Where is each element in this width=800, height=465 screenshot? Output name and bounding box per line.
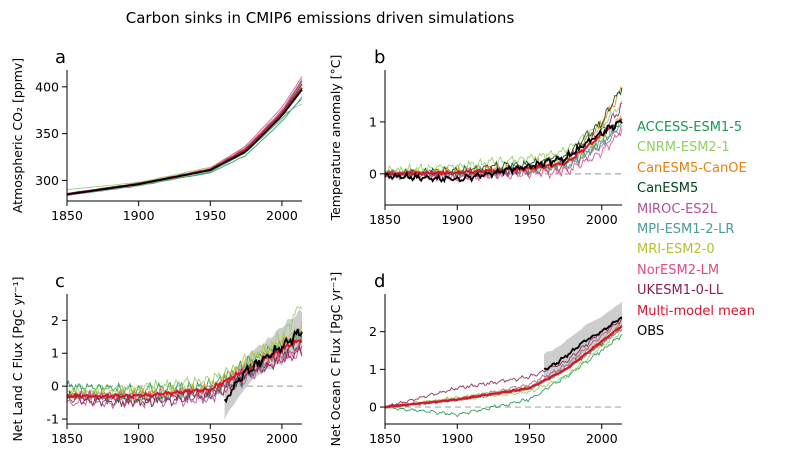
- legend: ACCESS-ESM1-5 CNRM-ESM2-1 CanESM5-CanOE Can…: [637, 118, 755, 342]
- panel-label-d: d: [374, 271, 385, 292]
- series-line: [66, 88, 303, 195]
- panel-a: a Atmospheric CO₂ [ppmv] 1850 1900 1950 2000 3…: [10, 47, 303, 223]
- panel-d: d Net Ocean C Flux [PgC yr⁻¹] 1850 1900 1950…: [328, 271, 623, 447]
- x-tick-label: 2000: [266, 208, 298, 223]
- y-axis-label: Atmospheric CO₂ [ppmv]: [10, 58, 25, 213]
- legend-item: OBS: [637, 324, 665, 340]
- obs-line: [66, 89, 303, 196]
- y-tick-label: 0: [369, 400, 377, 415]
- x-tick-label: 2000: [586, 212, 618, 227]
- y-tick-label: 350: [35, 126, 59, 141]
- x-tick-label: 1850: [369, 431, 401, 446]
- series-line: [384, 317, 623, 409]
- y-tick-label: 400: [35, 79, 59, 94]
- obs-line: [384, 120, 623, 184]
- obs-line: [223, 328, 303, 404]
- legend-item: MRI-ESM2-0: [637, 242, 715, 258]
- figure-title: Carbon sinks in CMIP6 emissions driven s…: [126, 9, 515, 27]
- y-tick-label: 0: [51, 379, 59, 394]
- series-line: [384, 87, 623, 179]
- y-tick-label: 300: [35, 173, 59, 188]
- x-tick-label: 2000: [586, 431, 618, 446]
- mean-line: [66, 87, 303, 196]
- y-axis-label: Net Land C Flux [PgC yr⁻¹]: [10, 276, 25, 441]
- y-tick-label: 1: [369, 114, 377, 129]
- series-line: [384, 102, 623, 180]
- x-tick-label: 1900: [441, 212, 473, 227]
- y-tick-label: 0: [369, 166, 377, 181]
- panel-label-b: b: [374, 47, 385, 68]
- x-tick-label: 1950: [194, 208, 226, 223]
- series-line: [66, 340, 303, 410]
- legend-item: MPI-ESM1-2-LR: [637, 222, 735, 238]
- legend-item: MIROC-ES2L: [637, 201, 718, 217]
- legend-item: CanESM5: [637, 181, 699, 197]
- legend-item: NorESM2-LM: [637, 262, 720, 278]
- y-tick-label: 2: [51, 313, 59, 328]
- series-line: [384, 100, 623, 177]
- series-line: [66, 345, 303, 408]
- x-tick-label: 1950: [194, 431, 226, 446]
- x-tick-label: 1900: [123, 431, 155, 446]
- y-axis-label: Temperature anomaly [°C]: [328, 55, 343, 222]
- panel-c: c Net Land C Flux [PgC yr⁻¹] 1850 1900 1950 2…: [10, 271, 303, 446]
- mean-line: [66, 339, 303, 400]
- mean-line: [384, 325, 623, 409]
- y-tick-label: 1: [51, 346, 59, 361]
- panel-label-a: a: [55, 47, 66, 68]
- panel-label-c: c: [55, 271, 65, 292]
- series-line: [66, 98, 303, 196]
- legend-item: CNRM-ESM2-1: [637, 140, 730, 156]
- x-tick-label: 1900: [441, 431, 473, 446]
- x-tick-label: 1950: [514, 431, 546, 446]
- y-tick-label: -1: [47, 412, 59, 427]
- x-tick-label: 1850: [51, 208, 83, 223]
- x-tick-label: 1900: [123, 208, 155, 223]
- series-line: [66, 96, 303, 194]
- panel-b: b Temperature anomaly [°C] 1850 1900 1950 200…: [328, 47, 623, 227]
- y-tick-label: 1: [369, 362, 377, 377]
- y-axis-label: Net Ocean C Flux [PgC yr⁻¹]: [328, 272, 343, 447]
- series-line: [66, 321, 303, 400]
- y-tick-label: 2: [369, 324, 377, 339]
- legend-item: ACCESS-ESM1-5: [637, 120, 743, 135]
- x-tick-label: 2000: [266, 431, 298, 446]
- legend-item: UKESM1-0-LL: [637, 283, 724, 299]
- legend-item: CanESM5-CanOE: [637, 160, 747, 176]
- x-tick-label: 1850: [51, 431, 83, 446]
- series-line: [66, 84, 303, 195]
- x-tick-label: 1850: [369, 212, 401, 227]
- series-line: [384, 334, 623, 418]
- obs-line: [543, 316, 623, 371]
- legend-item: Multi-model mean: [637, 303, 755, 319]
- x-tick-label: 1950: [514, 212, 546, 227]
